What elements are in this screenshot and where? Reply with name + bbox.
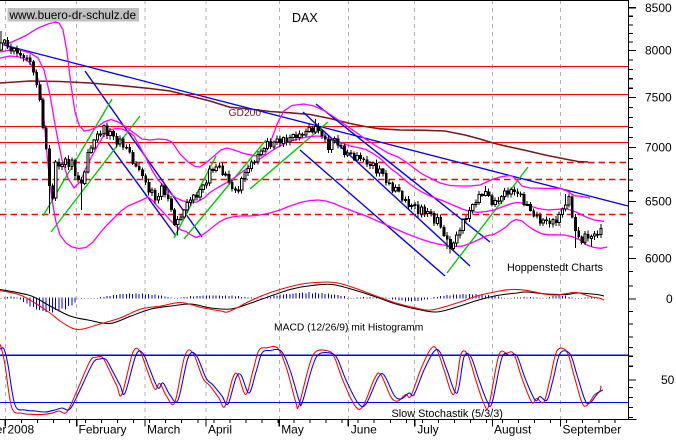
svg-text:DAX: DAX — [292, 11, 318, 25]
svg-text:6000: 6000 — [645, 252, 672, 266]
svg-text:Dezember: Dezember — [0, 423, 6, 437]
svg-text:GD200: GD200 — [229, 108, 262, 119]
svg-text:7000: 7000 — [645, 141, 672, 155]
svg-text:March: March — [147, 423, 180, 437]
svg-text:May: May — [281, 423, 304, 437]
svg-text:August: August — [494, 423, 532, 437]
svg-text:www.buero-dr-schulz.de: www.buero-dr-schulz.de — [9, 8, 137, 22]
svg-text:2008: 2008 — [8, 423, 35, 437]
svg-text:7500: 7500 — [645, 91, 672, 105]
svg-text:MACD (12/26/9) mit Histogramm: MACD (12/26/9) mit Histogramm — [274, 323, 423, 334]
svg-text:6500: 6500 — [645, 195, 672, 209]
svg-text:8000: 8000 — [645, 44, 672, 58]
svg-text:September: September — [563, 423, 622, 437]
svg-text:0: 0 — [666, 292, 673, 306]
svg-text:50: 50 — [661, 373, 675, 387]
svg-text:June: June — [351, 423, 377, 437]
svg-text:Hoppenstedt Charts: Hoppenstedt Charts — [507, 262, 604, 274]
svg-text:8500: 8500 — [645, 1, 672, 15]
svg-text:Slow Stochastik (5/3/3): Slow Stochastik (5/3/3) — [392, 408, 503, 420]
svg-text:February: February — [79, 423, 127, 437]
svg-text:July: July — [417, 423, 438, 437]
svg-text:April: April — [208, 423, 232, 437]
